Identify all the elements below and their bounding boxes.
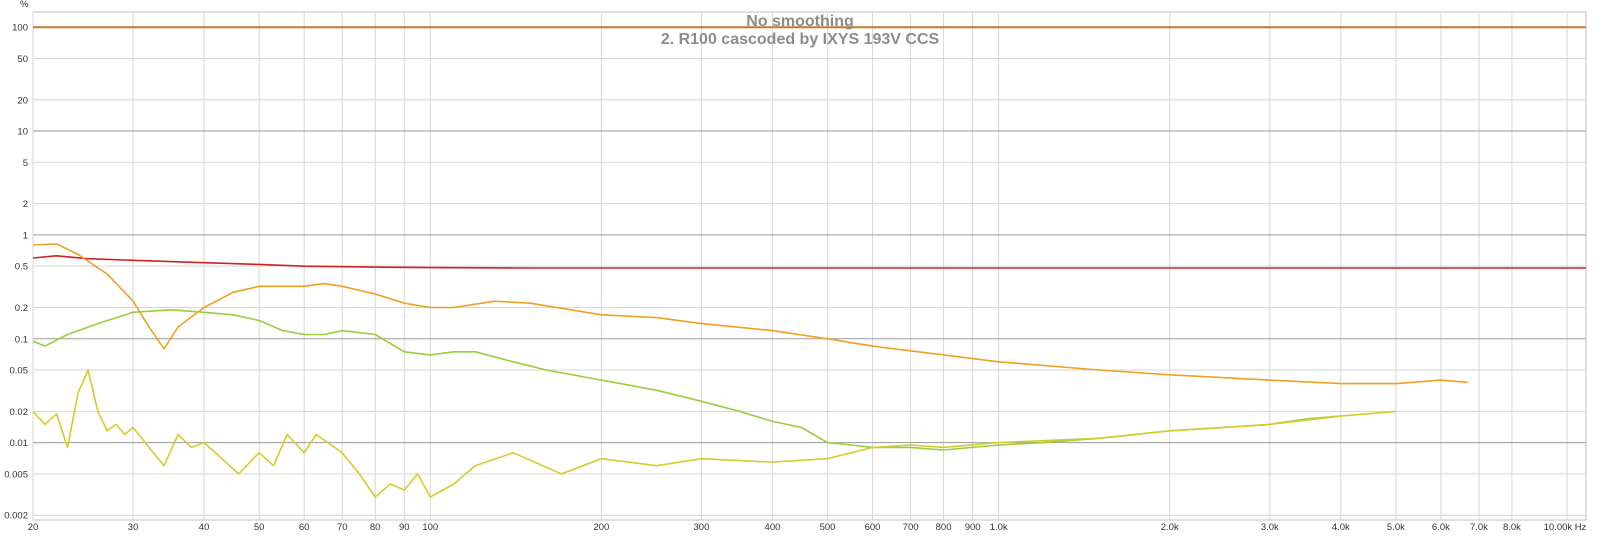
x-tick-label: 5.0k (1387, 522, 1405, 533)
x-tick-label: 70 (337, 522, 348, 533)
y-tick-label: 0.002 (4, 511, 28, 522)
x-tick-label: 20 (28, 522, 39, 533)
y-tick-label: 100 (12, 23, 28, 34)
y-tick-label: 0.05 (10, 366, 29, 377)
y-tick-label: 0.2 (15, 303, 28, 314)
chart-subtitle: 2. R100 cascoded by IXYS 193V CCS (661, 31, 940, 48)
x-tick-label: 8.0k (1503, 522, 1521, 533)
y-tick-label: 0.005 (4, 469, 28, 480)
x-tick-label: 7.0k (1470, 522, 1488, 533)
y-tick-label: 0.1 (15, 334, 28, 345)
y-axis-ticks: 100 50 20 10 5 2 1 0.5 0.2 0.1 0.05 0.02 0.01 0.005 0.… (4, 23, 28, 522)
series-line-2 (32, 255, 1586, 269)
series-line-5 (32, 369, 1396, 498)
x-tick-label: 500 (820, 522, 836, 533)
y-tick-label: 2 (23, 199, 28, 210)
x-tick-label: 700 (903, 522, 919, 533)
x-tick-label: 800 (936, 522, 952, 533)
y-tick-label: 50 (17, 54, 28, 65)
x-tick-label: 4.0k (1332, 522, 1350, 533)
y-tick-label: 0.5 (15, 262, 28, 273)
y-tick-label: 5 (23, 158, 28, 169)
x-tick-label: 10.00k Hz (1544, 522, 1587, 533)
y-tick-label: 0.01 (10, 438, 29, 449)
x-tick-label: 1.0k (990, 522, 1008, 533)
x-tick-label: 100 (422, 522, 438, 533)
x-tick-label: 400 (765, 522, 781, 533)
x-tick-label: 80 (370, 522, 381, 533)
x-tick-label: 40 (199, 522, 210, 533)
series-line-3 (32, 243, 1469, 385)
x-tick-label: 300 (694, 522, 710, 533)
x-axis-ticks: 20 30 40 50 60 70 80 90 100 200 300 400 500 600 700 800… (28, 522, 1587, 533)
y-tick-label: 1 (23, 230, 28, 241)
y-tick-label: 10 (17, 127, 28, 138)
x-tick-label: 3.0k (1261, 522, 1279, 533)
y-axis-unit: % (20, 0, 29, 10)
x-tick-label: 30 (128, 522, 139, 533)
x-tick-label: 6.0k (1432, 522, 1450, 533)
x-tick-label: 900 (965, 522, 981, 533)
x-tick-label: 600 (865, 522, 881, 533)
y-tick-label: 0.02 (10, 407, 29, 418)
x-tick-label: 90 (399, 522, 410, 533)
chart-title: No smoothing (746, 13, 854, 30)
x-tick-label: 2.0k (1161, 522, 1179, 533)
x-tick-label: 50 (254, 522, 265, 533)
series-line-4 (32, 308, 1341, 451)
y-tick-label: 20 (17, 95, 28, 106)
x-tick-label: 200 (593, 522, 609, 533)
series-layer (32, 26, 1586, 498)
x-tick-label: 60 (299, 522, 310, 533)
